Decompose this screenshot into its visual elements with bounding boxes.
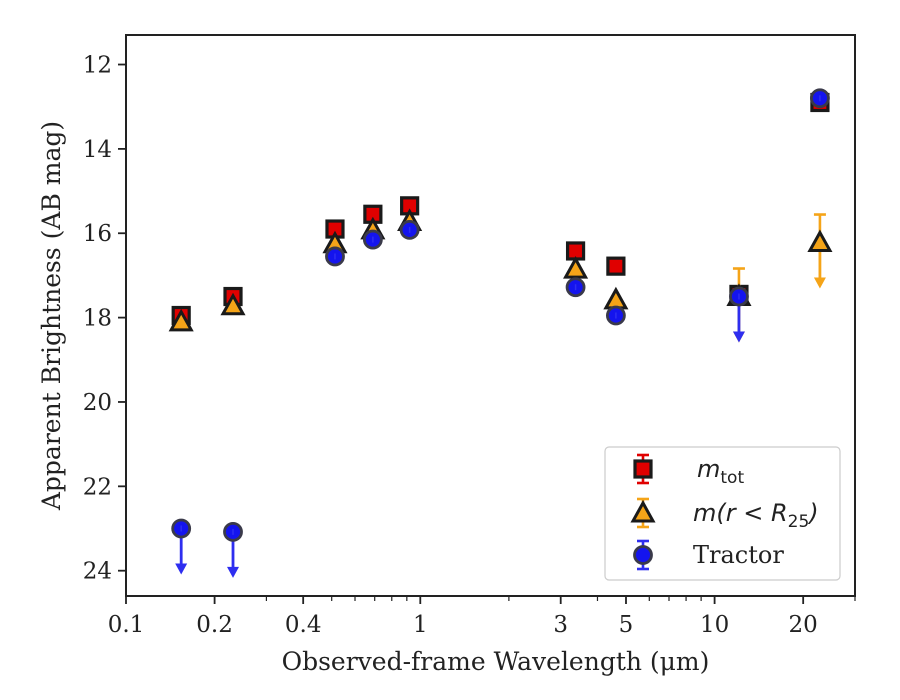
series-2 [171, 88, 830, 578]
upper-limit-head [175, 563, 188, 575]
y-tick-label: 22 [83, 474, 112, 500]
x-tick-label: 10 [700, 612, 729, 638]
y-tick-label: 24 [83, 559, 112, 585]
legend-label-m-r25: m(r < R25) [693, 499, 819, 532]
upper-limit-head [732, 331, 745, 343]
legend-label-m-tot: mtot [697, 455, 744, 488]
data-marks [168, 88, 833, 578]
y-axis-label: Apparent Brightness (AB mag) [37, 121, 66, 511]
legend-square-marker [633, 459, 653, 479]
legend: mtot m(r < R25) Tractor [604, 446, 841, 581]
legend-triangle-marker [630, 499, 656, 523]
series-1 [168, 208, 833, 343]
y-tick-label: 20 [83, 390, 112, 416]
x-tick-label: 1 [413, 612, 428, 638]
x-tick-label: 0.1 [108, 612, 145, 638]
legend-label-tractor: Tractor [693, 541, 784, 569]
y-tick-label: 14 [83, 137, 112, 163]
x-tick-label: 20 [789, 612, 818, 638]
legend-box [604, 446, 841, 581]
series-0 [171, 92, 830, 326]
x-tick-label: 0.4 [285, 612, 322, 638]
plot-frame [125, 34, 856, 597]
y-tick-label: 12 [83, 53, 112, 79]
legend-circle-marker [633, 545, 653, 565]
y-tick-label: 18 [83, 306, 112, 332]
upper-limit-head [227, 566, 240, 578]
x-tick-label: 0.2 [196, 612, 233, 638]
y-tick-label: 16 [83, 221, 112, 247]
x-tick-label: 5 [619, 612, 634, 638]
x-tick-label: 3 [553, 612, 568, 638]
upper-limit-head [813, 277, 826, 289]
x-axis-label: Observed-frame Wavelength (μm) [282, 647, 710, 676]
